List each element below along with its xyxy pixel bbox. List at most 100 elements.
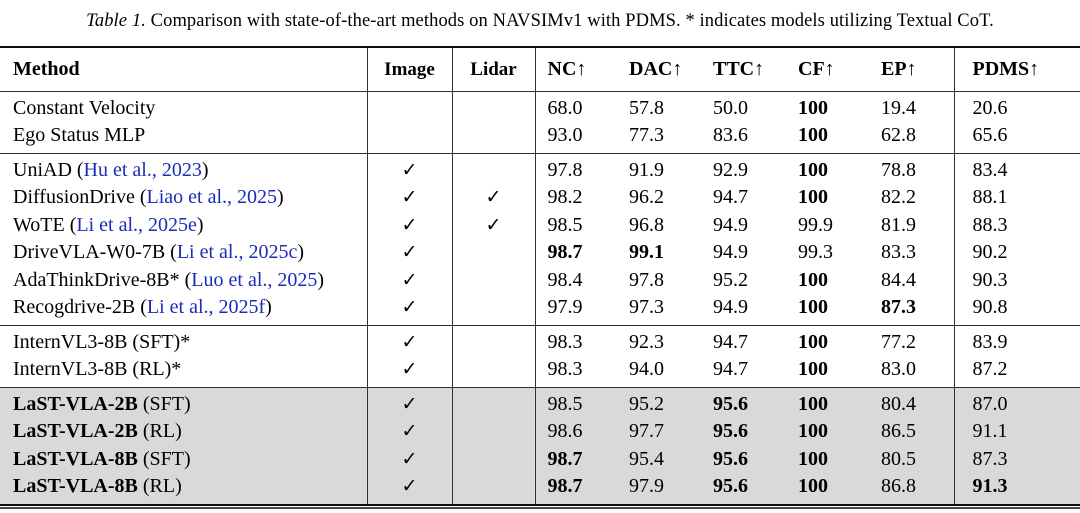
up-arrow-icon: ↑ [754,58,765,80]
method-cell: LaST-VLA-2B (RL) [0,418,367,446]
col-header-pdms: PDMS↑ [953,47,1080,92]
table-row: LaST-VLA-2B (RL) ✓ 98.6 97.7 95.6 100 86… [0,418,1080,446]
lidar-checkmark-cell [451,266,535,294]
col-header-lidar: Lidar [451,47,535,92]
method-name: LaST-VLA-8B [13,447,138,470]
up-arrow-icon: ↑ [576,58,587,80]
method-name: LaST-VLA-2B [13,392,138,415]
table-group: UniAD (Hu et al., 2023) ✓ 97.8 91.9 92.9… [0,152,1080,325]
ep-value-cell: 62.8 [881,124,916,146]
ep-value-cell: 78.8 [869,152,954,184]
dac-value-cell: 77.3 [629,124,664,146]
ep-value-cell: 80.5 [869,445,954,473]
citation-link[interactable]: Li et al., 2025f [146,296,266,318]
dac-value-cell: 92.3 [617,324,701,356]
method-text: InternVL3-8B (SFT)* [13,330,191,353]
cf-value-cell: 100 [798,124,828,146]
up-arrow-icon: ↑ [824,58,835,80]
method-text: (SFT) [137,392,191,415]
col-header-image: Image [366,47,452,92]
nc-value-cell: 98.7 [534,239,617,267]
citation-link[interactable]: Li et al., 2025e [76,213,197,236]
lidar-checkmark-cell [451,473,535,505]
ttc-value-cell: 94.7 [701,324,786,356]
pdms-value-cell: 83.9 [953,324,1080,356]
table-caption: Table 1. Comparison with state-of-the-ar… [0,0,1080,46]
lidar-checkmark-cell [451,324,535,356]
pdms-value-cell: 87.3 [953,445,1080,473]
method-text-post: ) [317,268,325,291]
ttc-value-cell: 95.6 [701,473,786,505]
up-arrow-icon: ↑ [672,58,683,80]
table-row: InternVL3-8B (SFT)* ✓ 98.3 92.3 94.7 100… [0,324,1080,356]
method-name: LaST-VLA-2B [13,420,138,442]
ttc-value-cell: 95.6 [701,445,786,473]
pdms-value-cell: 87.2 [953,356,1080,387]
nc-value-cell: 98.7 [534,473,617,505]
citation-link[interactable]: Hu et al., 2023 [83,158,202,181]
lidar-checkmark-cell [451,152,535,184]
cf-value-cell: 100 [798,358,828,380]
table-row: Ego Status MLP 93.0 77.3 83.6 100 62.8 6… [0,122,1080,153]
citation-link[interactable]: Liao et al., 2025 [146,186,278,208]
nc-value-cell: 68.0 [534,91,617,122]
table-group: InternVL3-8B (SFT)* ✓ 98.3 92.3 94.7 100… [0,324,1080,387]
method-text: InternVL3-8B (RL)* [13,358,182,380]
dac-value-cell: 91.9 [617,152,701,184]
col-header-cf: CF↑ [786,47,869,92]
image-checkmark-cell: ✓ [366,473,452,505]
ep-value-cell: 84.4 [881,268,916,291]
col-header-method: Method [0,47,367,92]
cf-value-cell: 100 [786,418,869,446]
cf-value-cell: 100 [798,268,828,291]
citation-link[interactable]: Luo et al., 2025 [191,268,318,291]
ttc-value-cell: 94.7 [713,358,748,380]
dac-value-cell: 99.1 [629,241,664,263]
dac-value-cell: 97.3 [629,296,664,318]
col-header-ep: EP↑ [869,47,954,92]
method-cell: WoTE (Li et al., 2025e) [0,212,367,240]
pdms-value-cell: 90.8 [953,294,1080,325]
image-checkmark-cell: ✓ [366,152,452,184]
table-row: Constant Velocity 68.0 57.8 50.0 100 19.… [0,91,1080,122]
nc-value-cell: 97.9 [534,294,617,325]
image-checkmark-cell: ✓ [366,418,452,446]
cf-value-cell: 100 [786,152,869,184]
method-text-post: ) [196,213,204,236]
cf-value-cell: 100 [786,473,869,505]
dac-value-cell: 97.8 [629,268,664,291]
lidar-checkmark-cell [451,91,535,122]
image-checkmark-cell: ✓ [366,294,452,325]
ep-value-cell: 83.0 [881,358,916,380]
table-row: DiffusionDrive (Liao et al., 2025) ✓ ✓ 9… [0,184,1080,212]
ep-value-cell: 81.9 [881,213,916,236]
cf-value-cell: 100 [786,324,869,356]
citation-link[interactable]: Li et al., 2025c [176,241,298,263]
image-checkmark-cell: ✓ [366,356,452,387]
lidar-checkmark-cell: ✓ [451,211,535,239]
method-text-post: ) [297,241,305,263]
lidar-checkmark-cell [451,239,535,267]
image-checkmark-cell: ✓ [366,266,452,294]
pdms-value-cell: 88.3 [953,211,1080,239]
cf-value-cell: 99.9 [798,213,833,236]
ttc-value-cell: 94.9 [713,296,748,318]
method-text: Recogdrive-2B ( [13,296,147,318]
caption-label: Table 1. [86,11,146,31]
image-checkmark-cell: ✓ [366,445,452,473]
image-checkmark-cell: ✓ [366,211,452,239]
ttc-value-cell: 95.6 [701,418,786,446]
method-cell: DiffusionDrive (Liao et al., 2025) [0,184,367,212]
lidar-checkmark-cell: ✓ [451,184,535,212]
method-cell: Constant Velocity [0,91,367,122]
nc-value-cell: 98.2 [534,184,617,212]
nc-value-cell: 98.3 [534,324,617,356]
pdms-value-cell: 65.6 [953,122,1080,153]
table-row: WoTE (Li et al., 2025e) ✓ ✓ 98.5 96.8 94… [0,211,1080,240]
method-cell: InternVL3-8B (SFT)* [0,324,367,356]
pdms-value-cell: 91.3 [953,473,1080,505]
ttc-value-cell: 94.9 [713,241,748,263]
table-row: Recogdrive-2B (Li et al., 2025f) ✓ 97.9 … [0,294,1080,325]
cf-value-cell: 100 [786,386,869,418]
table-row: UniAD (Hu et al., 2023) ✓ 97.8 91.9 92.9… [0,152,1080,184]
